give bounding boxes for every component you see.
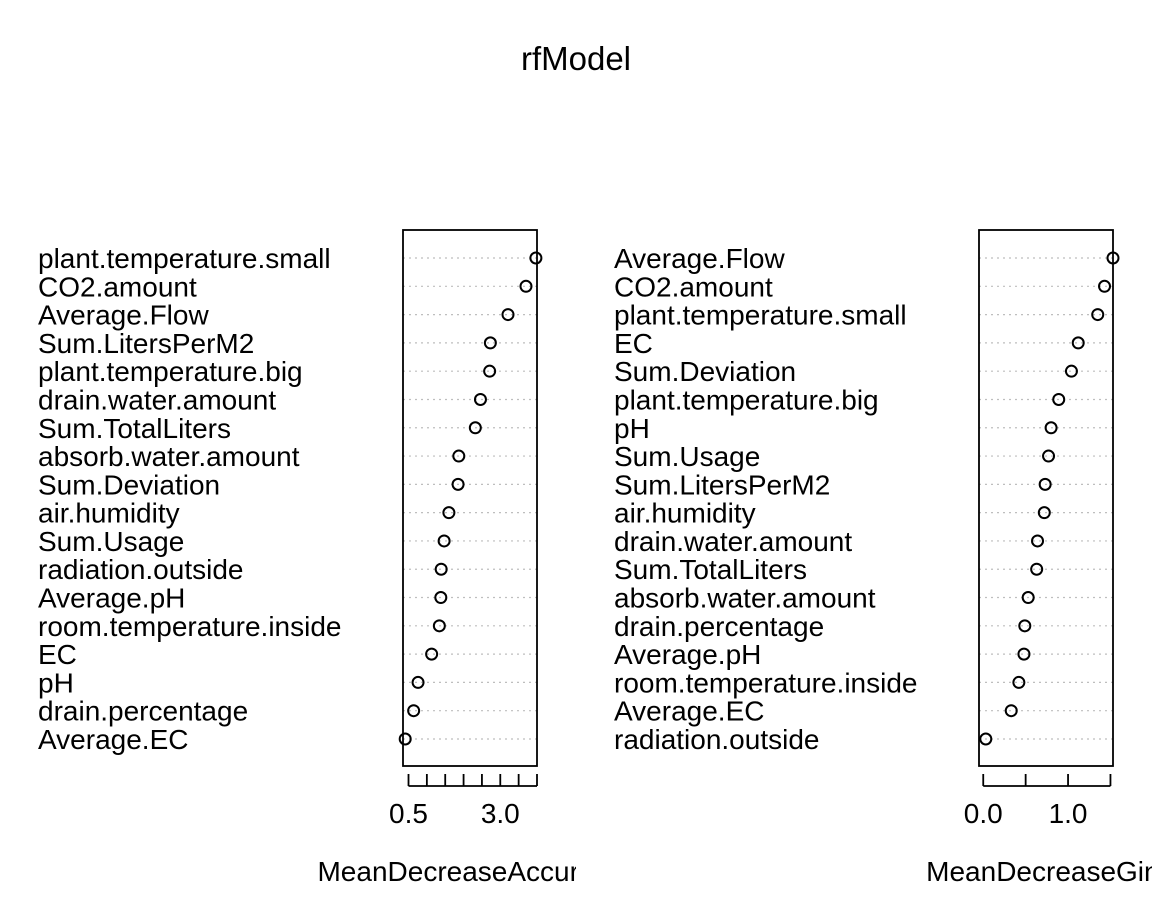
category-label: Average.Flow <box>38 300 209 331</box>
category-label: drain.percentage <box>614 611 824 642</box>
category-label: room.temperature.inside <box>38 611 341 642</box>
data-point <box>1038 477 1052 491</box>
x-tick-label: 1.0 <box>1049 798 1088 829</box>
category-label: Sum.LitersPerM2 <box>614 469 830 500</box>
category-label: plant.temperature.big <box>38 356 303 387</box>
category-label: Sum.Usage <box>614 441 760 472</box>
category-label: pH <box>38 667 74 698</box>
gini-panel: Average.FlowCO2.amountplant.temperature.… <box>614 229 1152 887</box>
data-point <box>483 336 497 350</box>
data-point <box>1017 647 1031 661</box>
data-point <box>398 732 412 746</box>
category-label: Sum.LitersPerM2 <box>38 328 254 359</box>
category-label: plant.temperature.big <box>614 384 879 415</box>
category-label: Average.EC <box>38 724 188 755</box>
data-point <box>979 732 993 746</box>
data-point <box>1098 279 1112 293</box>
data-point <box>1037 506 1051 520</box>
category-label: CO2.amount <box>38 271 197 302</box>
category-label: absorb.water.amount <box>614 583 876 614</box>
data-point <box>1044 421 1058 435</box>
data-point <box>411 675 425 689</box>
category-label: air.humidity <box>38 498 180 529</box>
data-point <box>1030 562 1044 576</box>
category-label: drain.percentage <box>38 696 248 727</box>
data-point <box>407 704 421 718</box>
category-label: Sum.Usage <box>38 526 184 557</box>
data-point <box>432 619 446 633</box>
data-point <box>451 477 465 491</box>
category-label: Sum.Deviation <box>38 469 220 500</box>
data-point <box>1071 336 1085 350</box>
chart-title: rfModel <box>521 40 631 77</box>
data-point <box>452 449 466 463</box>
x-tick-label: 0.5 <box>389 798 428 829</box>
data-point <box>434 591 448 605</box>
data-point <box>473 392 487 406</box>
plot-frame <box>402 229 538 767</box>
category-label: pH <box>614 413 650 444</box>
category-label: room.temperature.inside <box>614 667 917 698</box>
data-point <box>1091 308 1105 322</box>
x-axis-title: MeanDecreaseAccuracy <box>317 856 622 887</box>
data-point <box>529 251 543 265</box>
data-point <box>1012 675 1026 689</box>
data-point <box>483 364 497 378</box>
category-label: Average.pH <box>614 639 761 670</box>
category-label: radiation.outside <box>614 724 819 755</box>
category-label: Average.EC <box>614 696 764 727</box>
category-label: Sum.Deviation <box>614 356 796 387</box>
category-label: Average.pH <box>38 583 185 614</box>
data-point <box>442 506 456 520</box>
data-point <box>519 279 533 293</box>
data-point <box>425 647 439 661</box>
category-label: radiation.outside <box>38 554 243 585</box>
category-label: absorb.water.amount <box>38 441 300 472</box>
data-point <box>1018 619 1032 633</box>
category-label: drain.water.amount <box>38 384 276 415</box>
data-point <box>1031 534 1045 548</box>
category-label: plant.temperature.small <box>38 243 331 274</box>
category-label: plant.temperature.small <box>614 300 907 331</box>
data-point <box>437 534 451 548</box>
data-point <box>1004 704 1018 718</box>
data-point <box>501 308 515 322</box>
category-label: air.humidity <box>614 498 756 529</box>
data-point <box>1052 392 1066 406</box>
x-axis-title: MeanDecreaseGini <box>926 856 1152 887</box>
data-point <box>1021 591 1035 605</box>
category-label: Sum.TotalLiters <box>38 413 231 444</box>
category-label: Average.Flow <box>614 243 785 274</box>
data-point <box>1064 364 1078 378</box>
category-label: EC <box>614 328 653 359</box>
data-point <box>468 421 482 435</box>
category-label: CO2.amount <box>614 271 773 302</box>
category-label: drain.water.amount <box>614 526 852 557</box>
plot-frame <box>978 229 1114 767</box>
category-label: Sum.TotalLiters <box>614 554 807 585</box>
data-point <box>434 562 448 576</box>
x-tick-label: 0.0 <box>964 798 1003 829</box>
data-point <box>1042 449 1056 463</box>
x-tick-label: 3.0 <box>481 798 520 829</box>
category-label: EC <box>38 639 77 670</box>
accuracy-panel: plant.temperature.smallCO2.amountAverage… <box>38 229 622 887</box>
